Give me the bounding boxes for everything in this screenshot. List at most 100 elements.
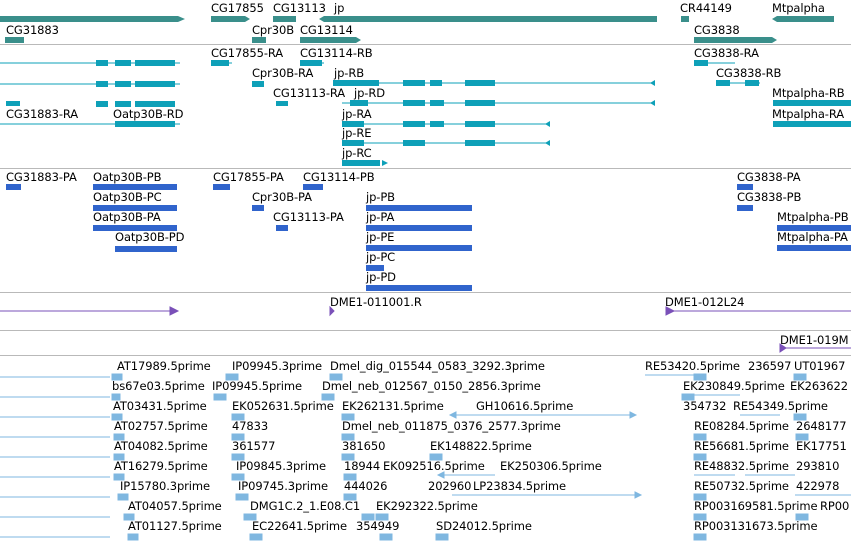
- protein-glyph[interactable]: [737, 184, 753, 190]
- protein-glyph[interactable]: [276, 225, 288, 231]
- transcript-label[interactable]: jp-RD: [354, 86, 385, 100]
- est-glyph[interactable]: [341, 453, 355, 461]
- gene-glyph-cg17855[interactable]: [211, 16, 245, 22]
- transcript-label[interactable]: Oatp30B-RD: [113, 107, 184, 121]
- transcript-exon[interactable]: [135, 101, 175, 107]
- est-label[interactable]: RP003169581.5prime: [694, 499, 818, 513]
- est-label[interactable]: GH10616.5prime: [476, 399, 574, 413]
- est-glyph[interactable]: [127, 533, 139, 541]
- est-glyph[interactable]: [693, 493, 707, 501]
- est-label[interactable]: EK250306.5prime: [500, 459, 602, 473]
- est-label[interactable]: RP00: [820, 499, 850, 513]
- protein-label[interactable]: Mtpalpha-PA: [777, 230, 848, 244]
- transcript-exon[interactable]: [115, 81, 131, 87]
- oligo-label[interactable]: DME1-011001.R: [330, 295, 422, 309]
- est-label[interactable]: EK263622: [790, 379, 848, 393]
- transcript-label[interactable]: jp-RB: [334, 66, 365, 80]
- gene-glyph-cg3838[interactable]: [694, 37, 772, 43]
- est-label[interactable]: EK148822.5prime: [430, 439, 532, 453]
- protein-glyph[interactable]: [366, 225, 472, 231]
- gene-glyph-cpr30b[interactable]: [252, 37, 266, 43]
- transcript-exon[interactable]: [465, 100, 495, 106]
- est-glyph[interactable]: [341, 433, 355, 441]
- est-label[interactable]: AT04082.5prime: [114, 439, 208, 453]
- gene-label[interactable]: jp: [334, 1, 345, 15]
- est-label[interactable]: 47833: [232, 419, 269, 433]
- transcript-label[interactable]: CG17855-RA: [211, 46, 284, 60]
- est-label[interactable]: EK052631.5prime: [232, 399, 334, 413]
- transcript-label[interactable]: CG13113-RA: [273, 86, 346, 100]
- gene-glyph-cg13114[interactable]: [300, 37, 356, 43]
- gene-label[interactable]: CG13114: [300, 23, 353, 37]
- est-label[interactable]: AT04057.5prime: [128, 499, 222, 513]
- est-glyph[interactable]: [321, 393, 335, 401]
- est-label[interactable]: UT01967: [794, 359, 846, 373]
- protein-label[interactable]: Oatp30B-PD: [115, 230, 185, 244]
- protein-label[interactable]: Cpr30B-PA: [252, 190, 312, 204]
- transcript-exon[interactable]: [773, 121, 851, 127]
- est-label[interactable]: EK230849.5prime: [683, 379, 785, 393]
- transcript-exon[interactable]: [252, 81, 264, 87]
- transcript-exon[interactable]: [430, 80, 442, 86]
- est-label[interactable]: RE08284.5prime: [694, 419, 789, 433]
- protein-glyph[interactable]: [366, 205, 472, 211]
- est-label[interactable]: AT02757.5prime: [114, 419, 208, 433]
- protein-label[interactable]: jp-PD: [366, 270, 396, 284]
- est-label[interactable]: AT03431.5prime: [113, 399, 207, 413]
- transcript-exon[interactable]: [716, 80, 730, 86]
- est-label[interactable]: IP09945.5prime: [212, 379, 302, 393]
- protein-label[interactable]: CG17855-PA: [213, 170, 284, 184]
- transcript-exon[interactable]: [115, 101, 131, 107]
- est-label[interactable]: 354949: [356, 519, 400, 533]
- transcript-label[interactable]: Mtpalpha-RA: [772, 107, 845, 121]
- est-glyph[interactable]: [113, 453, 125, 461]
- gene-label[interactable]: Mtpalpha: [772, 1, 825, 15]
- protein-glyph[interactable]: [93, 225, 177, 231]
- est-label[interactable]: AT01127.5prime: [128, 519, 222, 533]
- oligo-glyph[interactable]: [329, 305, 335, 317]
- est-glyph[interactable]: [231, 453, 245, 461]
- est-label[interactable]: IP09845.3prime: [236, 459, 326, 473]
- transcript-exon[interactable]: [300, 60, 322, 66]
- protein-label[interactable]: CG13113-PA: [273, 210, 344, 224]
- gene-label[interactable]: Cpr30B: [252, 23, 294, 37]
- transcript-label[interactable]: CG3838-RB: [716, 66, 782, 80]
- transcript-label[interactable]: Mtpalpha-RB: [772, 86, 845, 100]
- est-label[interactable]: 236597: [748, 359, 792, 373]
- protein-glyph[interactable]: [93, 205, 177, 211]
- protein-label[interactable]: jp-PA: [366, 210, 395, 224]
- transcript-label[interactable]: CG13114-RB: [300, 46, 373, 60]
- gene-label[interactable]: CG31883: [6, 23, 59, 37]
- est-label[interactable]: RE48832.5prime: [694, 459, 789, 473]
- protein-label[interactable]: CG31883-PA: [6, 170, 77, 184]
- protein-label[interactable]: CG3838-PA: [737, 170, 801, 184]
- transcript-exon[interactable]: [135, 60, 175, 66]
- transcript-exon[interactable]: [465, 80, 495, 86]
- transcript-exon[interactable]: [211, 60, 229, 66]
- protein-label[interactable]: CG13114-PB: [303, 170, 375, 184]
- transcript-exon[interactable]: [403, 100, 425, 106]
- gene-glyph-cg13113[interactable]: [273, 16, 296, 22]
- protein-glyph[interactable]: [366, 285, 472, 291]
- transcript-exon[interactable]: [342, 121, 364, 127]
- est-glyph[interactable]: [681, 393, 695, 401]
- est-glyph[interactable]: [693, 513, 707, 521]
- est-glyph[interactable]: [231, 413, 245, 421]
- est-glyph[interactable]: [379, 533, 393, 541]
- est-glyph[interactable]: [243, 513, 257, 521]
- est-label[interactable]: 422978: [796, 479, 840, 493]
- protein-label[interactable]: Oatp30B-PB: [93, 170, 162, 184]
- transcript-exon[interactable]: [430, 121, 444, 127]
- protein-label[interactable]: CG3838-PB: [737, 190, 802, 204]
- oligo-glyph[interactable]: [779, 343, 787, 353]
- est-glyph[interactable]: [693, 533, 707, 541]
- est-label[interactable]: 202960: [428, 479, 472, 493]
- est-glyph[interactable]: [343, 473, 357, 481]
- est-glyph[interactable]: [329, 373, 343, 381]
- transcript-exon[interactable]: [403, 121, 425, 127]
- est-glyph[interactable]: [111, 373, 123, 381]
- est-glyph[interactable]: [117, 493, 129, 501]
- est-label[interactable]: RP003131673.5prime: [694, 519, 818, 533]
- est-glyph[interactable]: [375, 513, 389, 521]
- est-glyph[interactable]: [343, 493, 357, 501]
